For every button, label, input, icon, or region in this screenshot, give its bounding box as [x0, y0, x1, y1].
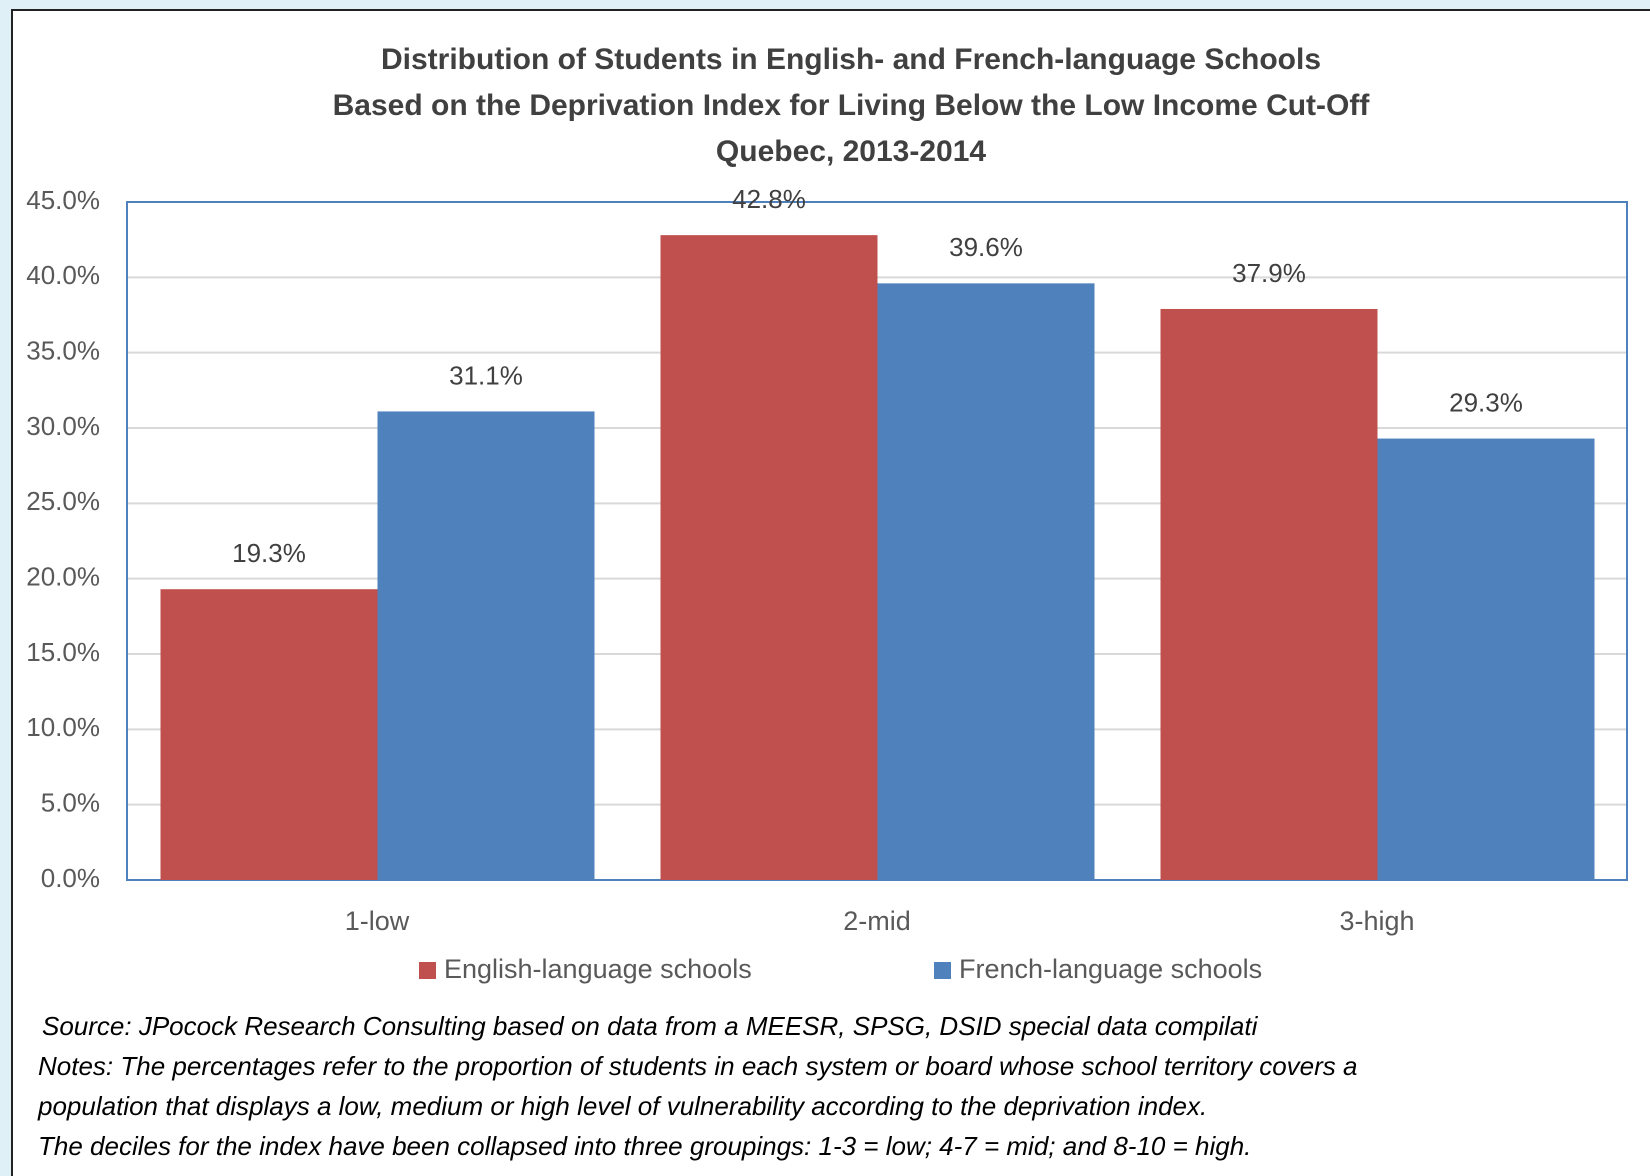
- legend-swatch: [934, 962, 951, 979]
- bar: [1377, 438, 1595, 880]
- bar: [160, 589, 378, 880]
- value-label: 31.1%: [449, 360, 523, 390]
- note: Source: JPocock Research Consulting base…: [42, 1011, 1259, 1041]
- y-tick-label: 5.0%: [41, 788, 100, 818]
- y-tick-label: 30.0%: [26, 411, 100, 441]
- bar: [1160, 308, 1378, 880]
- y-tick-label: 10.0%: [26, 712, 100, 742]
- y-tick-label: 15.0%: [26, 637, 100, 667]
- value-label: 39.6%: [949, 232, 1023, 262]
- bar: [377, 411, 595, 880]
- y-tick-label: 40.0%: [26, 260, 100, 290]
- x-tick-label: 3-high: [1339, 906, 1414, 936]
- legend-swatch: [419, 962, 436, 979]
- value-label: 19.3%: [232, 538, 306, 568]
- value-label: 42.8%: [732, 184, 806, 214]
- legend-label: French-language schools: [959, 954, 1262, 984]
- y-tick-label: 45.0%: [26, 185, 100, 215]
- legend-label: English-language schools: [444, 954, 752, 984]
- y-tick-label: 20.0%: [26, 562, 100, 592]
- bar: [877, 283, 1095, 880]
- y-tick-label: 0.0%: [41, 863, 100, 893]
- x-tick-label: 2-mid: [843, 906, 911, 936]
- note: The deciles for the index have been coll…: [38, 1131, 1251, 1161]
- chart-title: Based on the Deprivation Index for Livin…: [333, 89, 1371, 122]
- value-label: 37.9%: [1232, 258, 1306, 288]
- chart-title: Quebec, 2013-2014: [716, 135, 986, 168]
- chart-title: Distribution of Students in English- and…: [381, 43, 1321, 76]
- x-tick-label: 1-low: [345, 906, 410, 936]
- bar: [660, 235, 878, 880]
- note: Notes: The percentages refer to the prop…: [38, 1051, 1357, 1081]
- y-tick-label: 25.0%: [26, 486, 100, 516]
- note: population that displays a low, medium o…: [37, 1091, 1207, 1121]
- value-label: 29.3%: [1449, 387, 1523, 417]
- y-tick-label: 35.0%: [26, 336, 100, 366]
